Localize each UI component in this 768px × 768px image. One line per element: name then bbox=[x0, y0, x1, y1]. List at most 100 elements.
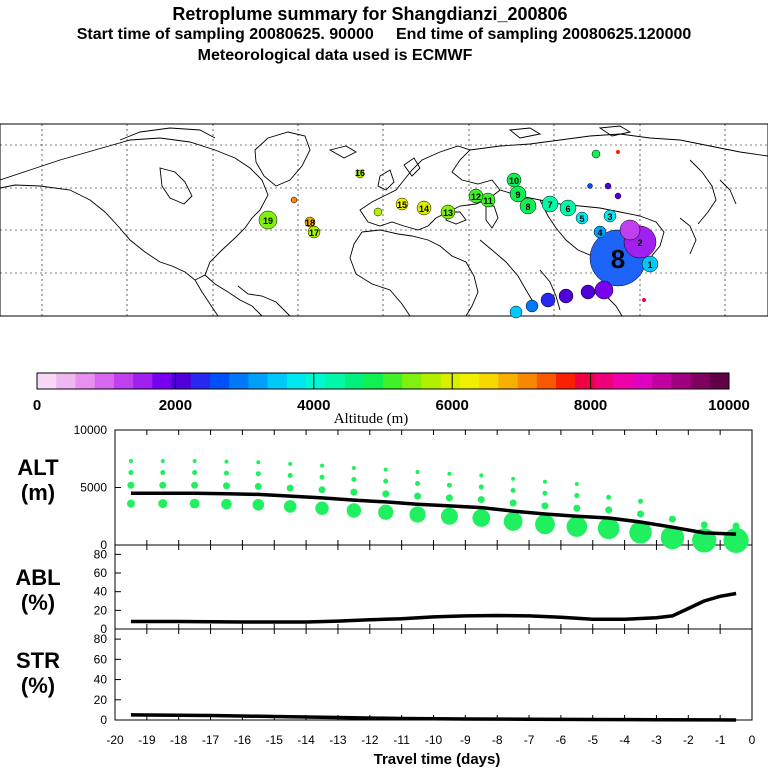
alt-bubble bbox=[318, 486, 326, 494]
x-tick-label: 0 bbox=[749, 733, 756, 747]
plume-point bbox=[616, 150, 620, 154]
trajectory-label: 7 bbox=[547, 200, 552, 210]
colorbar-swatch bbox=[190, 373, 211, 389]
alt-bubble bbox=[446, 482, 452, 488]
series-line-abl bbox=[130, 591, 737, 624]
plume-point bbox=[509, 305, 523, 319]
y-tick-label: 5000 bbox=[80, 481, 107, 495]
alt-bubble bbox=[158, 499, 168, 509]
alt-bubble bbox=[192, 470, 198, 476]
panel-frame bbox=[114, 429, 753, 546]
colorbar-swatch bbox=[575, 373, 595, 389]
alt-bubble bbox=[382, 490, 390, 498]
x-tick-label: -16 bbox=[234, 733, 252, 747]
y-tick-label: 80 bbox=[94, 632, 108, 646]
alt-bubble bbox=[159, 481, 167, 489]
colorbar-tick-label: 2000 bbox=[159, 397, 192, 414]
trajectory-label: 1 bbox=[647, 260, 652, 270]
alt-bubble bbox=[127, 481, 135, 489]
panel-labels: ALT (m) ABL (%) STR (%) Travel time (day… bbox=[15, 455, 500, 768]
colorbar-swatch bbox=[75, 373, 95, 389]
colorbar-swatch bbox=[459, 373, 480, 389]
y-tick-label: 40 bbox=[94, 673, 108, 687]
alt-bubble bbox=[221, 498, 232, 510]
alt-bubble bbox=[573, 504, 581, 512]
y-tick-label: 20 bbox=[94, 693, 108, 707]
alt-bubble bbox=[574, 493, 580, 499]
str-label-2: (%) bbox=[21, 673, 55, 698]
alt-bubbles bbox=[126, 459, 749, 554]
trajectory-label: 12 bbox=[471, 192, 481, 202]
alt-label-1: ALT bbox=[17, 455, 59, 480]
plume-point bbox=[603, 209, 617, 223]
alt-bubble bbox=[415, 480, 421, 486]
x-tick-label: -13 bbox=[329, 733, 347, 747]
plume-point bbox=[519, 197, 537, 215]
colorbar-swatch bbox=[440, 373, 461, 389]
plume-point bbox=[575, 211, 589, 225]
trajectory-label: 14 bbox=[419, 204, 429, 214]
alt-bubble bbox=[478, 484, 484, 490]
x-tick-label: -2 bbox=[683, 733, 694, 747]
alt-bubble bbox=[383, 467, 388, 472]
map-frame bbox=[0, 123, 768, 317]
alt-bubble bbox=[700, 521, 708, 529]
plume-point bbox=[395, 197, 409, 211]
abl-label-2: (%) bbox=[21, 590, 55, 615]
colorbar-swatch bbox=[248, 373, 268, 389]
trajectory-label: 18 bbox=[305, 218, 315, 228]
plume-point bbox=[525, 299, 539, 313]
alt-bubble bbox=[574, 482, 579, 487]
altitude-colorbar: 0 2000 4000 6000 8000 10000 Altitude (m) bbox=[33, 372, 750, 427]
plume-point bbox=[587, 183, 593, 189]
alt-bubble bbox=[445, 494, 453, 502]
sampling-times: Start time of sampling 20080625. 90000 E… bbox=[76, 26, 692, 43]
alt-bubble bbox=[346, 503, 362, 518]
alt-bubble bbox=[668, 515, 676, 523]
alt-bubble bbox=[605, 506, 613, 514]
alt-bubble bbox=[351, 465, 356, 470]
plume-point bbox=[355, 169, 365, 179]
alt-bubble bbox=[542, 479, 547, 484]
trajectory-label: 16 bbox=[355, 168, 365, 178]
plume-point bbox=[580, 284, 596, 300]
alt-bubble bbox=[286, 484, 294, 492]
y-tick-label: 20 bbox=[94, 603, 108, 617]
x-tick-label: -12 bbox=[361, 733, 379, 747]
colorbar-swatch bbox=[556, 373, 576, 389]
alt-bubble bbox=[283, 500, 297, 513]
alt-bubble bbox=[472, 509, 491, 527]
plume-point bbox=[641, 255, 659, 273]
chart-title: Retroplume summary for Shangdianzi_20080… bbox=[172, 4, 568, 24]
trajectory-label: 3 bbox=[607, 212, 612, 222]
alt-bubble bbox=[503, 512, 523, 531]
alt-bubble bbox=[351, 476, 357, 482]
alt-bubble bbox=[660, 525, 685, 550]
x-tick-label: -20 bbox=[106, 733, 124, 747]
y-tick-label: 0 bbox=[100, 713, 107, 727]
map-plume-points bbox=[258, 149, 659, 319]
colorbar-swatch bbox=[210, 373, 230, 389]
alt-bubble bbox=[477, 496, 485, 504]
colorbar-swatch bbox=[709, 373, 730, 389]
alt-bubble bbox=[510, 487, 516, 493]
x-tick-label: -9 bbox=[460, 733, 471, 747]
series-line-alt bbox=[130, 491, 737, 536]
y-tick-label: 80 bbox=[94, 547, 108, 561]
alt-bubble bbox=[511, 476, 516, 481]
plume-point bbox=[506, 172, 522, 188]
alt-bubble bbox=[383, 478, 389, 484]
str-label-1: STR bbox=[16, 648, 60, 673]
trajectory-label: 2 bbox=[637, 238, 642, 248]
trajectory-label: 4 bbox=[597, 228, 602, 238]
alt-bubble bbox=[378, 504, 394, 520]
panel-frame bbox=[114, 628, 753, 721]
colorbar-swatch bbox=[613, 373, 634, 389]
alt-bubble bbox=[414, 492, 422, 500]
colorbar-swatch bbox=[344, 373, 365, 389]
plume-point bbox=[440, 204, 456, 220]
plume-point bbox=[540, 292, 556, 308]
alt-bubble bbox=[191, 481, 199, 489]
